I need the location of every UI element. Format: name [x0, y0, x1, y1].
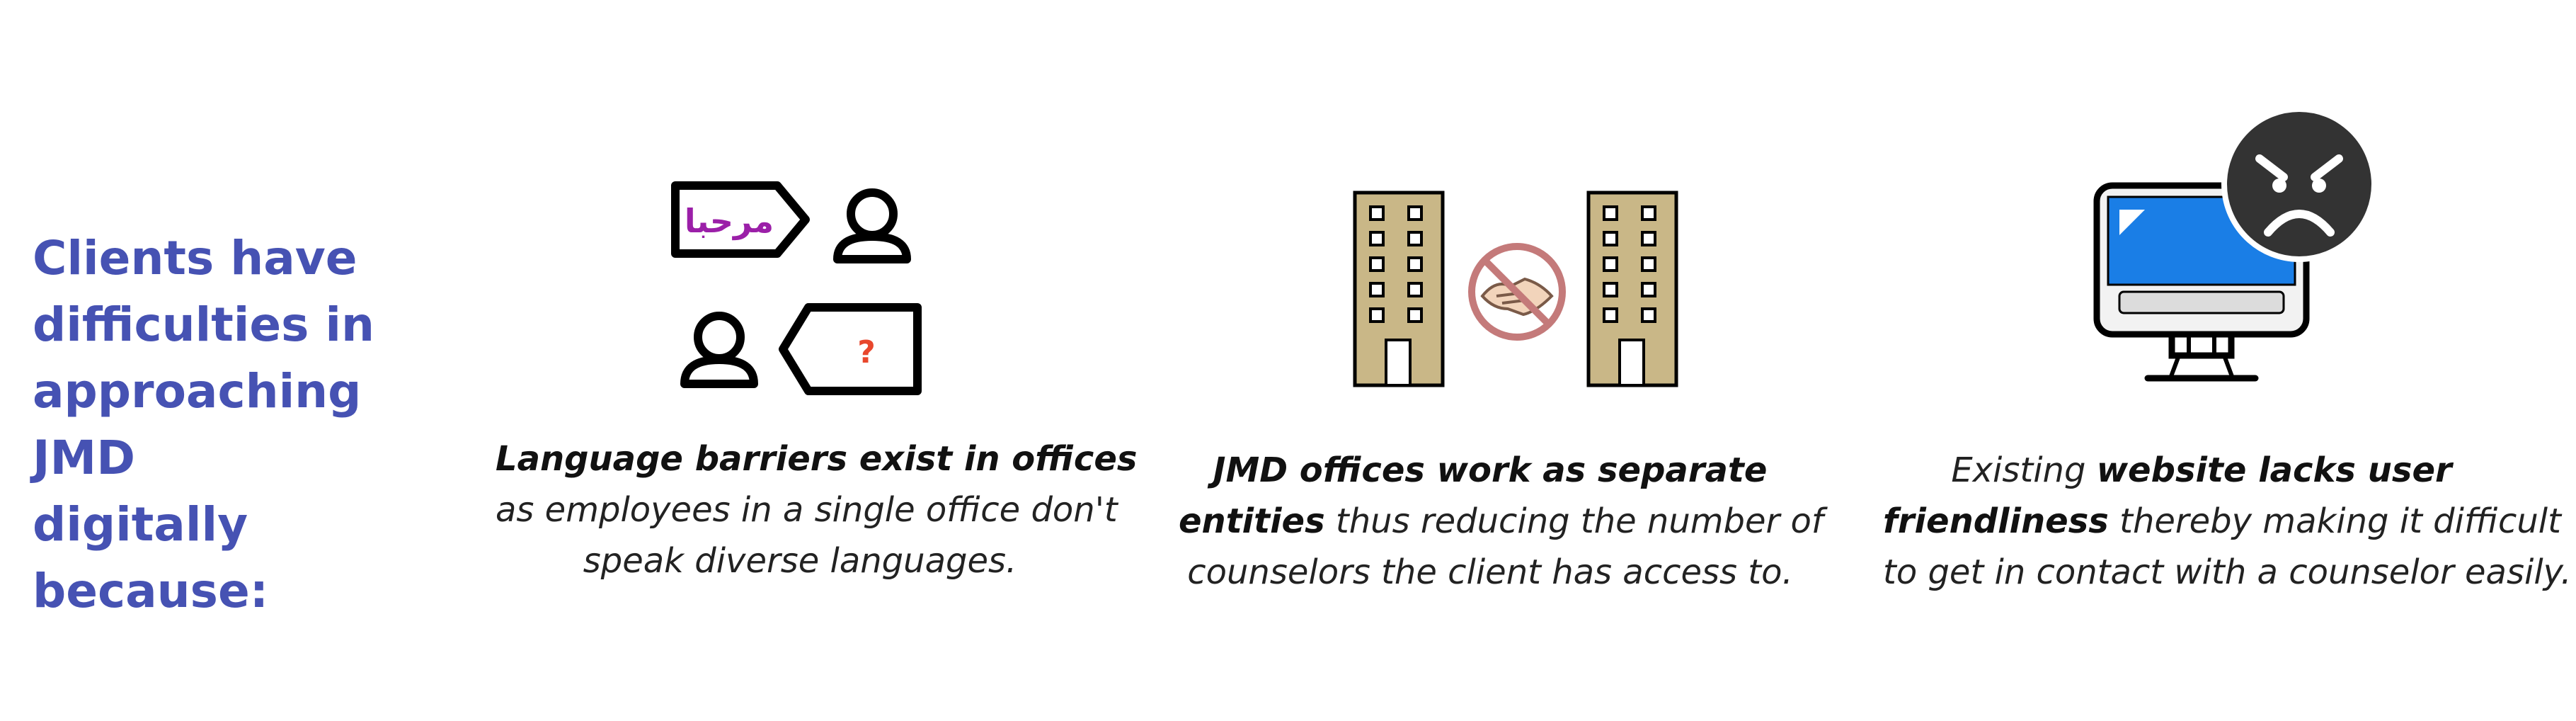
person-icon-top: [833, 188, 911, 263]
separate-offices-icon: [1351, 190, 1683, 388]
caption-bold: Language barriers exist in offices: [496, 439, 1138, 479]
headline-line-4: digitally because:: [33, 497, 269, 618]
caption-rest-2: thereby making it difficult: [2108, 501, 2561, 541]
headline-line-2: difficulties in: [33, 297, 375, 352]
person-icon-bottom: [680, 312, 758, 388]
caption-rest-2: thus reducing the number of: [1324, 501, 1824, 541]
building-left: [1355, 193, 1443, 385]
caption-line-2: as employees in a single office don't: [496, 490, 1118, 530]
caption-line-3: counselors the client has access to.: [1187, 552, 1793, 592]
caption-language-barrier: Language barriers exist in offices as em…: [496, 433, 1137, 586]
caption-bold-2: friendliness: [1883, 501, 2109, 541]
angry-face-icon: [2221, 106, 2377, 262]
caption-line-3: to get in contact with a counselor easil…: [1883, 552, 2572, 592]
headline: Clients have difficulties in approaching…: [33, 225, 457, 625]
speech-bubble-left: [671, 181, 810, 258]
caption-line-3: speak diverse languages.: [583, 541, 1017, 581]
caption-separate-offices: JMD offices work as separate entities th…: [1179, 445, 1824, 598]
caption-website-friendliness: Existing website lacks user friendliness…: [1883, 445, 2572, 598]
monitor-icon: [2093, 182, 2310, 382]
language-barrier-icon: مرحبا ?: [671, 181, 922, 395]
caption-bold-1: website lacks user: [2096, 450, 2452, 490]
headline-line-3: approaching JMD: [33, 364, 362, 485]
caption-bold-1: JMD offices work as separate: [1213, 450, 1768, 490]
building-right: [1588, 193, 1676, 385]
angry-computer-icon: [2093, 106, 2377, 382]
no-handshake-icon: [1468, 243, 1566, 341]
speech-bubble-right: [779, 303, 922, 395]
question-mark: ?: [857, 334, 876, 370]
arabic-greeting: مرحبا: [685, 202, 774, 240]
caption-bold-2: entities: [1179, 501, 1325, 541]
headline-line-1: Clients have: [33, 231, 357, 285]
caption-pre-1: Existing: [1951, 450, 2097, 490]
